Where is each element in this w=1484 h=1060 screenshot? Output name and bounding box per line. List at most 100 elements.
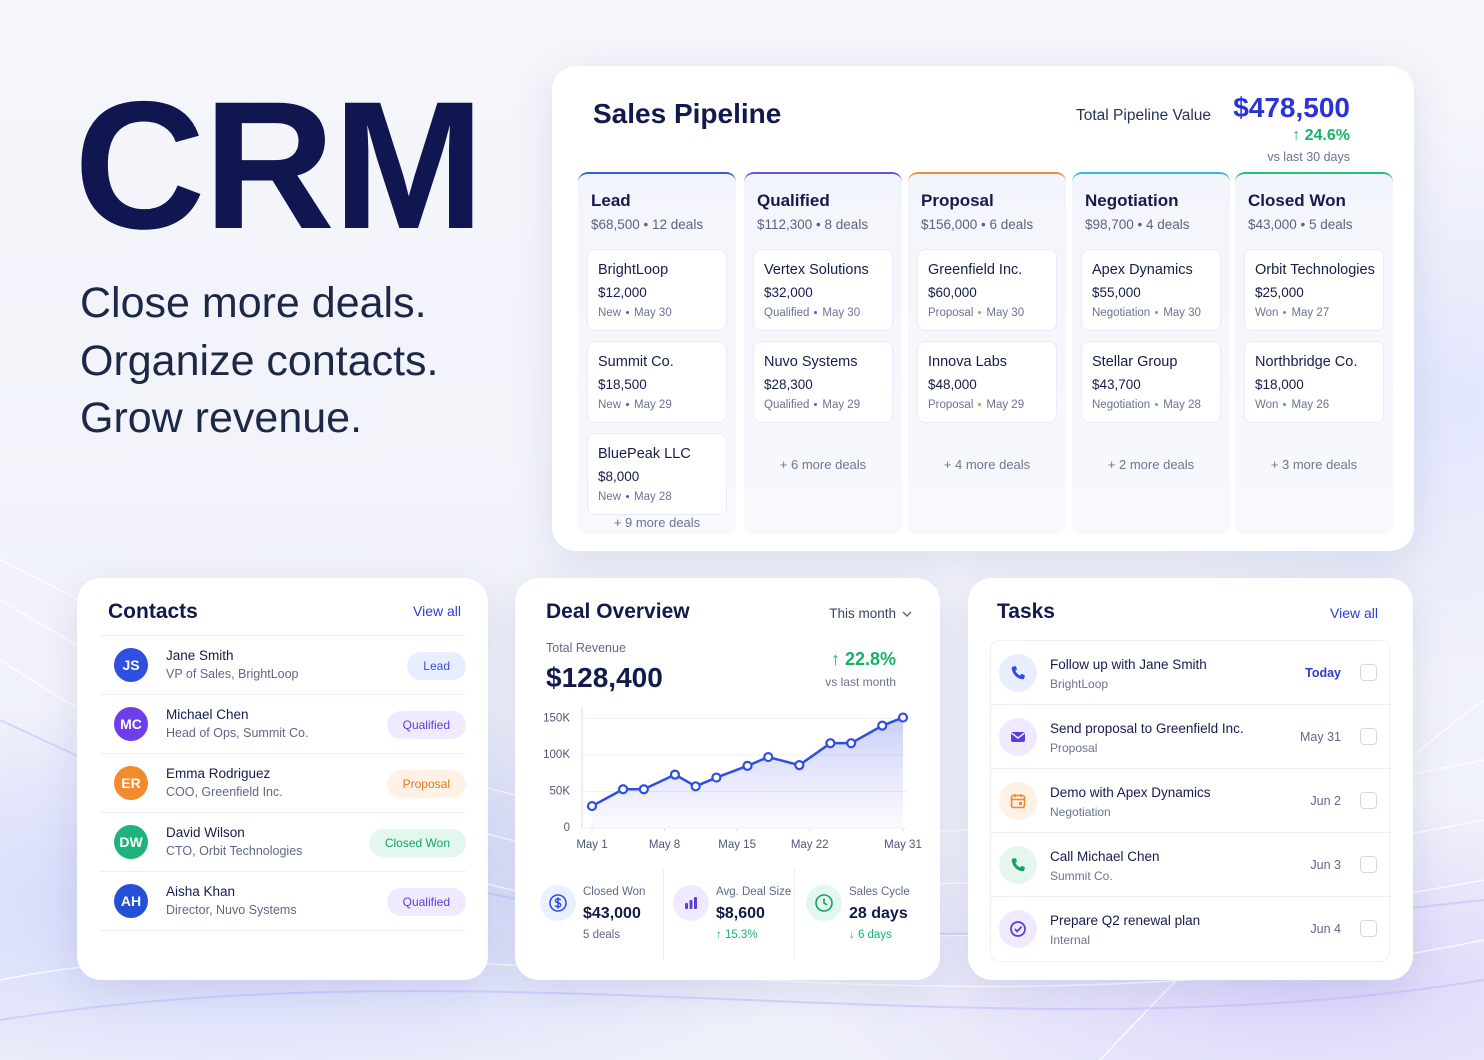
deal-amount: $25,000	[1255, 285, 1304, 300]
deal-card[interactable]: Orbit Technologies $25,000 Won May 27	[1244, 249, 1384, 331]
task-sub: BrightLoop	[1050, 677, 1109, 691]
view-all-link[interactable]: View all	[413, 603, 461, 619]
task-row: Prepare Q2 renewal plan Internal Jun 4	[991, 897, 1391, 961]
deal-name: Northbridge Co.	[1255, 354, 1358, 370]
deal-meta: Proposal May 29	[928, 399, 1024, 411]
separator-dot	[814, 311, 818, 315]
deal-date: May 28	[634, 491, 672, 503]
task-due: Jun 3	[1310, 858, 1341, 872]
revenue-value: $128,400	[546, 662, 663, 693]
stat-label: Avg. Deal Size	[716, 886, 792, 898]
task-row: Demo with Apex Dynamics Negotiation Jun 2	[991, 769, 1391, 833]
task-title: Prepare Q2 renewal plan	[1050, 913, 1201, 928]
task-row: Call Michael Chen Summit Co. Jun 3	[991, 833, 1391, 897]
more-deals-link[interactable]: + 9 more deals	[613, 515, 701, 530]
deal-stage: New	[598, 307, 622, 319]
stat-note: ↑ 15.3%	[716, 929, 758, 941]
deal-card[interactable]: Innova Labs $48,000 Proposal May 29	[917, 341, 1057, 423]
period-select[interactable]: This month	[829, 606, 896, 621]
deal-card[interactable]: Summit Co. $18,500 New May 29	[587, 341, 727, 423]
task-glyph	[1010, 921, 1026, 937]
contact-name: Aisha Khan	[166, 884, 236, 899]
deal-card[interactable]: Northbridge Co. $18,000 Won May 26	[1244, 341, 1384, 423]
deal-amount: $55,000	[1092, 285, 1141, 300]
deal-date: May 29	[986, 399, 1025, 411]
hero-line: Organize contacts.	[80, 337, 439, 385]
total-label: Total Pipeline Value	[1076, 107, 1211, 124]
task-sub: Negotiation	[1050, 805, 1111, 819]
deal-stage: Negotiation	[1092, 307, 1151, 319]
deal-card[interactable]: Vertex Solutions $32,000 Qualified May 30	[753, 249, 893, 331]
task-icon	[999, 782, 1037, 820]
deal-card[interactable]: Stellar Group $43,700 Negotiation May 28	[1081, 341, 1221, 423]
pipeline-card: Sales Pipeline Total Pipeline Value $478…	[552, 66, 1414, 551]
contact-row[interactable]: AH Aisha Khan Director, Nuvo Systems Qualif…	[101, 872, 466, 931]
task-icon	[999, 654, 1037, 692]
deal-card[interactable]: Nuvo Systems $28,300 Qualified May 29	[753, 341, 893, 423]
deal-meta: Negotiation May 28	[1092, 399, 1201, 411]
deal-card[interactable]: Greenfield Inc. $60,000 Proposal May 30	[917, 249, 1057, 331]
deal-date: May 29	[822, 399, 861, 411]
more-deals-link[interactable]: + 6 more deals	[779, 457, 867, 472]
stage-name: Qualified	[757, 191, 830, 210]
deal-meta: New May 29	[598, 399, 672, 411]
total-change: ↑ 24.6%	[1292, 127, 1350, 144]
deal-meta: Qualified May 29	[764, 399, 860, 411]
deal-amount: $48,000	[928, 377, 977, 392]
task-glyph	[1011, 666, 1025, 680]
stage-name: Negotiation	[1085, 191, 1179, 210]
task-title: Call Michael Chen	[1050, 849, 1160, 864]
separator-dot	[1283, 311, 1287, 315]
total-value: $478,500	[1233, 92, 1350, 123]
view-all-link[interactable]: View all	[1330, 605, 1378, 621]
task-glyph	[1011, 858, 1025, 872]
deal-date: May 28	[1163, 399, 1201, 411]
more-deals-link[interactable]: + 3 more deals	[1270, 457, 1358, 472]
stat-note: ↓ 6 days	[849, 929, 892, 941]
task-checkbox[interactable]	[1360, 856, 1377, 873]
contact-row[interactable]: ER Emma Rodriguez COO, Greenfield Inc. Prop…	[101, 754, 466, 813]
contact-row[interactable]: JS Jane Smith VP of Sales, BrightLoop Lead	[101, 636, 466, 695]
deal-card[interactable]: BluePeak LLC $8,000 New May 28	[587, 433, 727, 515]
task-checkbox[interactable]	[1360, 792, 1377, 809]
deal-amount: $60,000	[928, 285, 977, 300]
more-deals-link[interactable]: + 2 more deals	[1107, 457, 1195, 472]
deal-card[interactable]: Apex Dynamics $55,000 Negotiation May 30	[1081, 249, 1221, 331]
deal-stage: Proposal	[928, 399, 974, 411]
deal-meta: Won May 27	[1255, 307, 1329, 319]
separator-dot	[978, 311, 982, 315]
chevron-icon	[902, 611, 912, 618]
stage-column: Lead $68,500 • 12 deals BrightLoop $12,000 N…	[578, 172, 736, 535]
divider	[794, 868, 795, 960]
contacts-card: Contacts View all JS Jane Smith VP of Sale…	[77, 578, 488, 980]
deal-card[interactable]: BrightLoop $12,000 New May 30	[587, 249, 727, 331]
task-checkbox[interactable]	[1360, 728, 1377, 745]
status-badge: Lead	[407, 652, 466, 680]
stat-value: $8,600	[716, 905, 765, 922]
stage-column: Qualified $112,300 • 8 deals Vertex Soluti…	[744, 172, 902, 535]
deal-date: May 26	[1291, 399, 1330, 411]
stat-icon	[673, 885, 709, 921]
separator-dot	[1283, 403, 1287, 407]
deal-amount: $8,000	[598, 469, 640, 484]
hero-title: CRM	[74, 63, 484, 267]
stat-label: Closed Won	[583, 886, 646, 898]
deal-meta: Negotiation May 30	[1092, 307, 1201, 319]
stat-value: 28 days	[849, 905, 908, 922]
tasks-card: Tasks View all Follow up with Jane Smith…	[968, 578, 1413, 980]
deal-date: May 30	[822, 307, 861, 319]
task-checkbox[interactable]	[1360, 920, 1377, 937]
separator-dot	[626, 403, 630, 407]
stat-label: Sales Cycle	[849, 886, 910, 898]
task-checkbox[interactable]	[1360, 664, 1377, 681]
deal-stage: New	[598, 491, 622, 503]
contact-row[interactable]: DW David Wilson CTO, Orbit Technologies Clo…	[101, 813, 466, 872]
contact-row[interactable]: MC Michael Chen Head of Ops, Summit Co. Qua…	[101, 695, 466, 754]
more-deals-link[interactable]: + 4 more deals	[943, 457, 1031, 472]
avatar: DW	[114, 825, 148, 859]
revenue-label: Total Revenue	[546, 641, 626, 655]
status-badge: Proposal	[386, 770, 466, 798]
task-row: Follow up with Jane Smith BrightLoop Today	[991, 641, 1391, 705]
avatar: MC	[114, 707, 148, 741]
